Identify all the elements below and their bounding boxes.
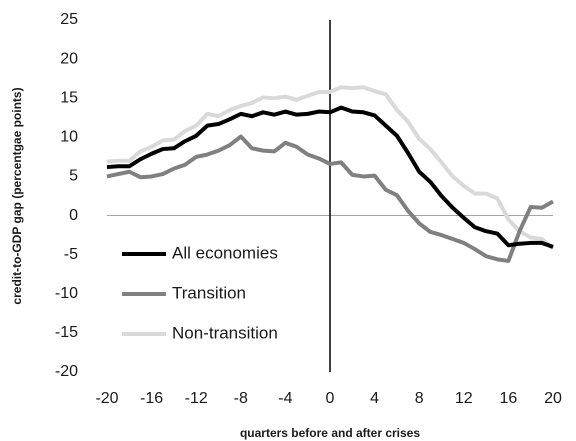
y-tick-label: 5: [69, 168, 78, 185]
y-tick-label: 15: [60, 89, 78, 106]
legend-label: Transition: [172, 283, 246, 302]
x-tick-label: 4: [370, 390, 379, 407]
x-tick-label: -16: [140, 390, 163, 407]
x-tick-label: -4: [278, 390, 292, 407]
series-line: [106, 85, 555, 250]
x-tick-label: 16: [500, 390, 518, 407]
legend-label: All economies: [172, 243, 278, 262]
series-line: [106, 134, 554, 263]
y-axis-label: credit-to-GDP gap (percentgae points): [10, 87, 24, 304]
y-tick-label: -5: [64, 246, 78, 263]
legend-label: Non-transition: [172, 323, 278, 342]
x-tick-label: 12: [455, 390, 473, 407]
x-axis-label: quarters before and after crises: [240, 426, 420, 440]
x-tick-label: -8: [234, 390, 248, 407]
x-tick-label: 20: [544, 390, 562, 407]
x-tick-label: 8: [415, 390, 424, 407]
y-tick-label: -15: [55, 324, 78, 341]
y-tick-label: -20: [55, 363, 78, 380]
x-tick-label: -20: [95, 390, 118, 407]
y-tick-label: 0: [69, 207, 78, 224]
y-tick-label: 25: [60, 11, 78, 28]
x-tick-label: 0: [326, 390, 335, 407]
y-tick-label: 20: [60, 50, 78, 67]
y-tick-label: 10: [60, 129, 78, 146]
x-tick-label: -12: [185, 390, 208, 407]
series-line: [106, 105, 554, 249]
y-tick-label: -10: [55, 285, 78, 302]
